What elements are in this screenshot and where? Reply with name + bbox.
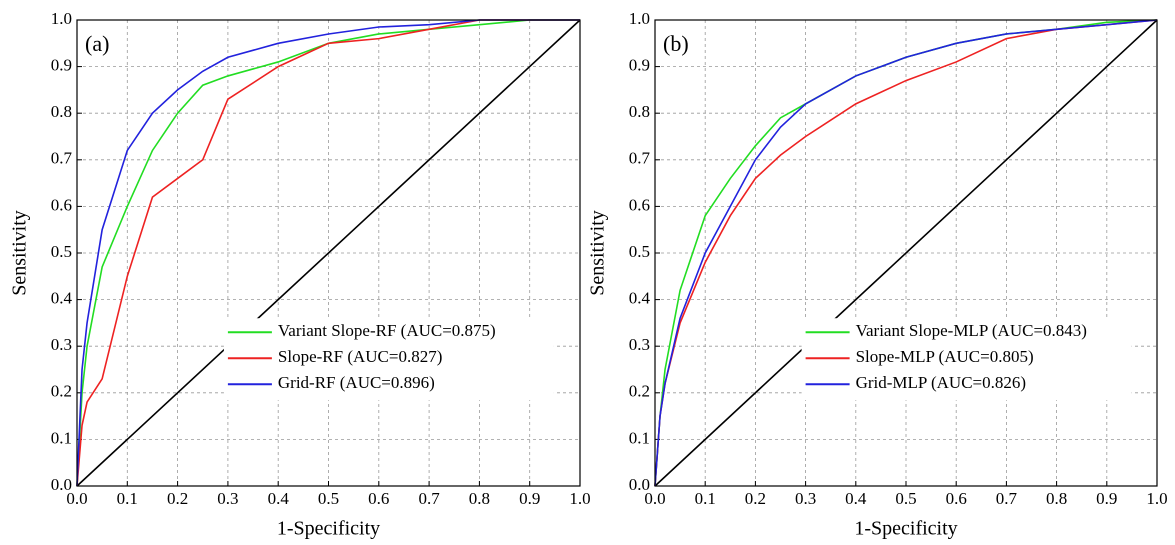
legend-label: Slope-MLP (AUC=0.805) (856, 347, 1034, 366)
y-tick-label: 0.0 (51, 475, 72, 494)
y-axis-label: Sensitivity (587, 210, 609, 296)
x-tick-label: 0.3 (795, 489, 816, 508)
legend: Variant Slope-MLP (AUC=0.843) Slope-MLP (… (801, 318, 1132, 401)
y-tick-label: 0.1 (629, 428, 650, 447)
x-axis-label: 1-Specificity (854, 518, 957, 540)
y-tick-label: 0.3 (629, 335, 650, 354)
y-tick-label: 0.3 (51, 335, 72, 354)
x-tick-label: 0.7 (418, 489, 440, 508)
annotation: (a) (85, 31, 109, 56)
legend-label: Variant Slope-RF (AUC=0.875) (278, 321, 496, 340)
y-tick-label: 1.0 (51, 9, 72, 28)
legend-label: Grid-RF (AUC=0.896) (278, 373, 435, 392)
y-tick-label: 0.8 (629, 102, 650, 121)
x-tick-label: 1.0 (569, 489, 590, 508)
x-axis-label: 1-Specificity (277, 518, 380, 540)
y-tick-label: 0.6 (51, 195, 72, 214)
roc-line (654, 19, 1158, 487)
y-tick-label: 0.4 (629, 289, 651, 308)
x-tick-label: 0.0 (644, 489, 665, 508)
x-tick-label: 0.8 (1046, 489, 1067, 508)
plot-frame (76, 19, 581, 487)
y-tick-label: 1.0 (629, 9, 650, 28)
legend-box (223, 318, 554, 401)
y-tick-label: 0.1 (51, 428, 72, 447)
x-tick-label: 1.0 (1146, 489, 1167, 508)
x-tick-label: 0.4 (845, 489, 867, 508)
legend-label: Grid-MLP (AUC=0.826) (856, 373, 1026, 392)
plot-frame (654, 19, 1158, 487)
y-tick-label: 0.9 (51, 56, 72, 75)
x-tick-label: 0.6 (946, 489, 967, 508)
y-tick-label: 0.0 (629, 475, 650, 494)
roc-line (76, 19, 580, 487)
x-tick-label: 0.6 (368, 489, 389, 508)
diagonal (76, 19, 581, 487)
roc-line (76, 19, 580, 487)
y-tick-label: 0.9 (629, 56, 650, 75)
y-tick-label: 0.7 (51, 149, 73, 168)
x-tick-label: 0.1 (117, 489, 138, 508)
diagonal (654, 19, 1158, 487)
x-tick-label: 0.4 (268, 489, 290, 508)
y-tick-label: 0.5 (51, 242, 72, 261)
x-tick-label: 0.9 (1096, 489, 1117, 508)
x-tick-label: 0.0 (66, 489, 87, 508)
x-tick-label: 0.8 (469, 489, 490, 508)
x-tick-label: 0.2 (745, 489, 766, 508)
legend-label: Variant Slope-MLP (AUC=0.843) (856, 321, 1087, 340)
x-tick-label: 0.1 (695, 489, 716, 508)
legend-box (801, 318, 1132, 401)
y-tick-label: 0.7 (629, 149, 651, 168)
x-tick-label: 0.5 (318, 489, 339, 508)
y-tick-label: 0.2 (51, 382, 72, 401)
legend-label: Slope-RF (AUC=0.827) (278, 347, 442, 366)
y-tick-label: 0.6 (629, 195, 650, 214)
y-tick-label: 0.5 (629, 242, 650, 261)
y-axis-label: Sensitivity (9, 210, 31, 296)
y-tick-label: 0.8 (51, 102, 72, 121)
y-tick-label: 0.2 (629, 382, 650, 401)
legend: Variant Slope-RF (AUC=0.875) Slope-RF (AU… (223, 318, 554, 401)
annotation: (b) (663, 31, 689, 56)
y-tick-label: 0.4 (51, 289, 73, 308)
x-tick-label: 0.2 (167, 489, 188, 508)
x-tick-label: 0.5 (895, 489, 916, 508)
x-tick-label: 0.3 (217, 489, 238, 508)
x-tick-label: 0.7 (996, 489, 1018, 508)
roc-line (76, 19, 580, 487)
x-tick-label: 0.9 (519, 489, 540, 508)
